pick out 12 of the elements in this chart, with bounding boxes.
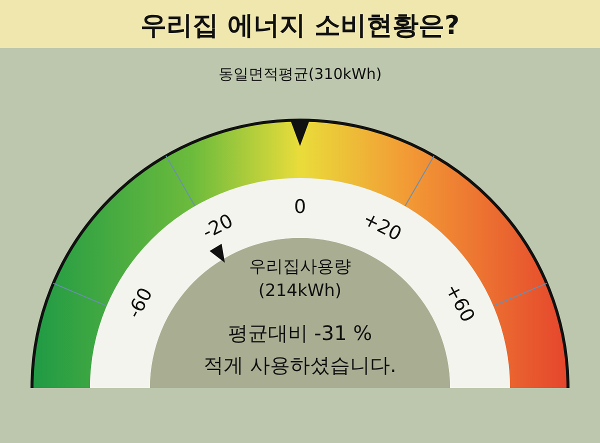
text: 0 [294, 196, 306, 218]
text: +20 [359, 208, 406, 246]
text: -60 [123, 284, 158, 322]
category-label: 우리집사용량 [249, 257, 351, 277]
text: 적게 사용하셨습니다. [204, 353, 396, 377]
category-label: 동일면적평균 [218, 65, 308, 83]
text: 우리집 에너지 소비현황은? [140, 11, 460, 41]
text: 평균대비 -31 % [228, 321, 372, 345]
data-label: (310kWh) [308, 65, 382, 83]
text: -20 [199, 210, 237, 244]
data-label: (214kWh) [258, 281, 342, 301]
text: +60 [440, 280, 479, 326]
